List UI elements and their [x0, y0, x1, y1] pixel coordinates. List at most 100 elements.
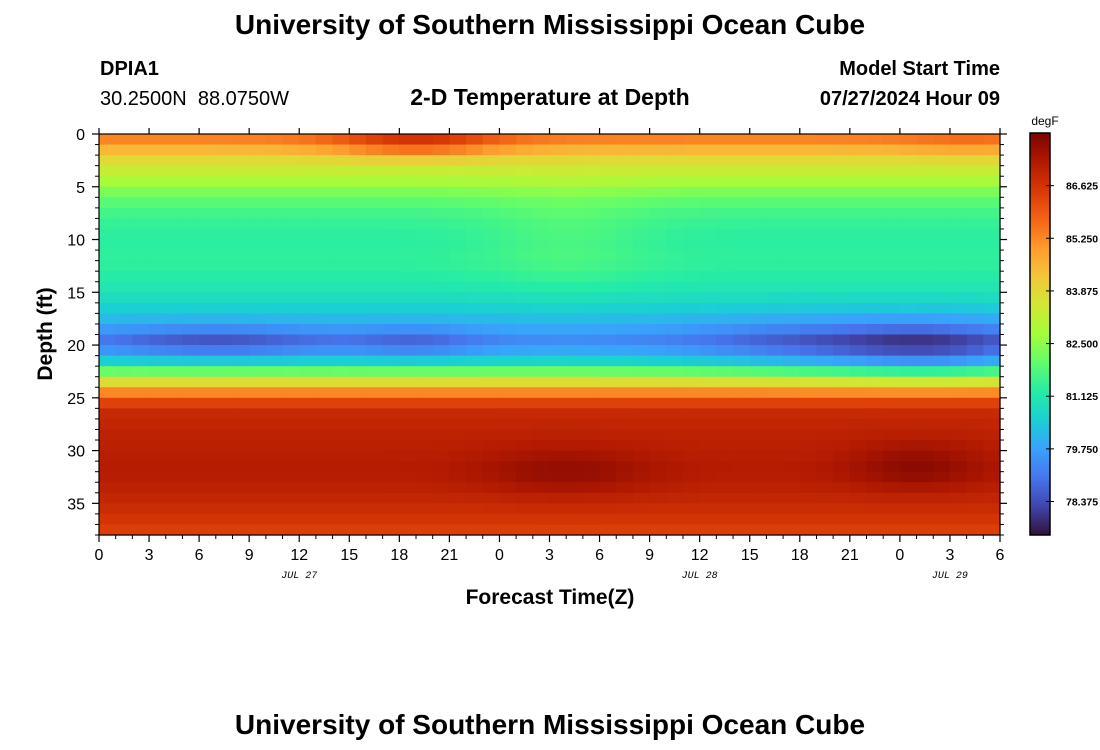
heatmap-cell — [466, 208, 483, 219]
heatmap-cell — [166, 408, 183, 419]
heatmap-cell — [700, 145, 717, 156]
heatmap-cell — [950, 429, 967, 440]
heatmap-cell — [750, 176, 767, 187]
heatmap-cell — [249, 134, 266, 145]
heatmap-cell — [933, 440, 950, 451]
heatmap-cell — [383, 493, 400, 504]
heatmap-cell — [283, 377, 300, 388]
heatmap-cell — [483, 145, 500, 156]
heatmap-cell — [199, 493, 216, 504]
heatmap-cell — [883, 208, 900, 219]
heatmap-cell — [867, 155, 884, 166]
colorbar-tick-label: 85.250 — [1066, 233, 1098, 245]
heatmap-cell — [816, 514, 833, 525]
heatmap-cell — [616, 240, 633, 251]
heatmap-cell — [149, 176, 166, 187]
heatmap-cell — [399, 524, 416, 535]
heatmap-cell — [433, 324, 450, 335]
heatmap-cell — [216, 292, 233, 303]
heatmap-cell — [783, 345, 800, 356]
colorbar-tick-label: 78.375 — [1066, 497, 1098, 509]
heatmap-cell — [499, 482, 516, 493]
heatmap-cell — [883, 261, 900, 272]
heatmap-cell — [750, 134, 767, 145]
heatmap-cell — [983, 335, 1000, 346]
heatmap-cell — [867, 197, 884, 208]
heatmap-cell — [266, 335, 283, 346]
heatmap-cell — [99, 451, 116, 462]
heatmap-cell — [533, 472, 550, 483]
heatmap-cell — [850, 155, 867, 166]
heatmap-cell — [950, 155, 967, 166]
heatmap-cell — [816, 166, 833, 177]
heatmap-cell — [116, 408, 133, 419]
heatmap-cell — [116, 387, 133, 398]
heatmap-cell — [950, 514, 967, 525]
heatmap-cell — [533, 440, 550, 451]
heatmap-cell — [816, 419, 833, 430]
heatmap-cell — [166, 514, 183, 525]
heatmap-cell — [249, 503, 266, 514]
heatmap-cell — [333, 398, 350, 409]
heatmap-cell — [616, 335, 633, 346]
heatmap-cell — [316, 313, 333, 324]
heatmap-cell — [600, 451, 617, 462]
heatmap-cell — [182, 134, 199, 145]
heatmap-cell — [316, 187, 333, 198]
heatmap-cell — [850, 197, 867, 208]
heatmap-cell — [766, 250, 783, 261]
heatmap-cell — [700, 282, 717, 293]
heatmap-cell — [550, 387, 567, 398]
heatmap-cell — [316, 345, 333, 356]
heatmap-cell — [550, 440, 567, 451]
heatmap-cell — [99, 134, 116, 145]
heatmap-cell — [766, 514, 783, 525]
heatmap-cell — [750, 356, 767, 367]
heatmap-cell — [783, 482, 800, 493]
heatmap-cell — [149, 292, 166, 303]
heatmap-cell — [116, 377, 133, 388]
heatmap-cell — [516, 187, 533, 198]
heatmap-cell — [416, 472, 433, 483]
heatmap-cell — [766, 145, 783, 156]
heatmap-cell — [166, 271, 183, 282]
heatmap-cell — [967, 472, 984, 483]
heatmap-cell — [600, 440, 617, 451]
heatmap-cell — [116, 366, 133, 377]
heatmap-cell — [366, 240, 383, 251]
heatmap-cell — [533, 524, 550, 535]
heatmap-cell — [449, 335, 466, 346]
heatmap-cell — [933, 208, 950, 219]
heatmap-cell — [550, 208, 567, 219]
heatmap-cell — [499, 408, 516, 419]
heatmap-cell — [750, 292, 767, 303]
heatmap-cell — [349, 345, 366, 356]
heatmap-cell — [967, 524, 984, 535]
heatmap-cell — [750, 187, 767, 198]
heatmap-cell — [983, 313, 1000, 324]
heatmap-cell — [783, 155, 800, 166]
heatmap-cell — [566, 303, 583, 314]
heatmap-cell — [366, 145, 383, 156]
heatmap-cell — [566, 176, 583, 187]
heatmap-cell — [683, 440, 700, 451]
heatmap-cell — [216, 461, 233, 472]
heatmap-cell — [950, 218, 967, 229]
heatmap-cell — [917, 366, 934, 377]
heatmap-cell — [716, 176, 733, 187]
heatmap-cell — [600, 514, 617, 525]
heatmap-cell — [983, 345, 1000, 356]
heatmap-cell — [232, 176, 249, 187]
heatmap-cell — [766, 134, 783, 145]
heatmap-cell — [550, 155, 567, 166]
heatmap-cell — [132, 292, 149, 303]
heatmap-cell — [166, 240, 183, 251]
heatmap-cell — [616, 208, 633, 219]
heatmap-cell — [583, 250, 600, 261]
heatmap-cell — [232, 229, 249, 240]
heatmap-cell — [116, 282, 133, 293]
heatmap-cell — [683, 145, 700, 156]
heatmap-cell — [883, 472, 900, 483]
heatmap-cell — [516, 197, 533, 208]
heatmap-cell — [700, 187, 717, 198]
